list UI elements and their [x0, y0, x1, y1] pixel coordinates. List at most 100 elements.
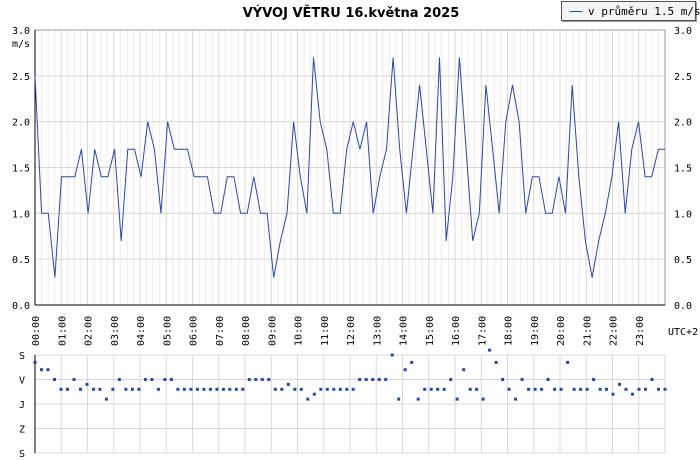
- direction-point: [520, 378, 524, 381]
- direction-point: [53, 378, 56, 381]
- direction-point: [46, 368, 50, 372]
- direction-point: [462, 368, 466, 372]
- direction-point: [631, 392, 634, 396]
- direction-point: [377, 378, 381, 381]
- direction-point: [98, 387, 102, 391]
- direction-point: [475, 387, 479, 391]
- direction-point: [403, 368, 407, 372]
- direction-point: [364, 378, 368, 381]
- direction-point: [189, 387, 193, 391]
- x-axis-timezone-label: UTC+2: [668, 327, 698, 338]
- direction-point: [241, 387, 245, 391]
- direction-point: [566, 360, 570, 364]
- direction-point: [390, 353, 394, 357]
- direction-point: [267, 378, 271, 381]
- direction-point: [208, 387, 212, 391]
- y-tick-label-right: 0.0: [674, 301, 692, 312]
- y-tick-label-left: 0.0: [12, 301, 30, 312]
- y-tick-label-right: 0.5: [674, 255, 692, 266]
- direction-point: [85, 382, 89, 386]
- direction-point: [384, 378, 388, 381]
- legend-line-swatch: [570, 11, 582, 12]
- direction-point: [40, 368, 43, 372]
- x-tick-label: 00:00: [31, 316, 42, 346]
- x-tick-label: 16:00: [451, 316, 462, 346]
- direction-point: [332, 387, 336, 391]
- speed-grid: [34, 29, 666, 306]
- direction-point: [221, 387, 225, 391]
- x-tick-label: 21:00: [582, 316, 593, 346]
- direction-points: [33, 348, 667, 401]
- direction-point: [143, 378, 147, 381]
- direction-point: [657, 387, 660, 391]
- direction-point: [325, 387, 329, 391]
- direction-point: [306, 397, 310, 401]
- direction-point: [92, 387, 95, 391]
- y-tick-label-right: 1.5: [674, 164, 692, 175]
- x-tick-label: 05:00: [162, 316, 173, 346]
- speed-series: [34, 57, 665, 278]
- direction-point: [644, 387, 647, 391]
- x-tick-label: 01:00: [57, 316, 68, 346]
- direction-point: [371, 378, 375, 381]
- direction-point: [72, 378, 76, 381]
- x-tick-label: 06:00: [189, 316, 200, 346]
- direction-point: [319, 387, 323, 391]
- x-tick-label: 13:00: [372, 316, 383, 346]
- y-tick-label-right: 1.0: [674, 209, 692, 220]
- direction-point: [176, 387, 180, 391]
- speed-y-ticks: 0.0 0.0 0.5 0.5 1.0 1.0 1.5 1.5 2.0 2.0 2.5 2.5 3.0 3…: [12, 26, 692, 312]
- legend-label: v průměru 1.5 m/s: [588, 5, 700, 18]
- direction-point: [247, 378, 251, 381]
- direction-point: [299, 387, 303, 391]
- direction-point: [66, 387, 69, 391]
- direction-point: [33, 360, 37, 364]
- x-tick-label: 14:00: [399, 316, 410, 346]
- direction-point: [280, 387, 284, 391]
- direction-point: [79, 387, 82, 391]
- x-tick-label: 23:00: [635, 316, 646, 346]
- direction-point: [156, 387, 160, 391]
- direction-point: [358, 378, 362, 381]
- direction-point: [579, 387, 583, 391]
- x-tick-label: 19:00: [530, 316, 541, 346]
- x-tick-label: 15:00: [425, 316, 436, 346]
- direction-point: [442, 387, 446, 391]
- direction-tick-label: V: [19, 376, 25, 387]
- y-axis-unit-label: m/s: [12, 39, 30, 50]
- direction-point: [494, 360, 498, 364]
- x-tick-label: 12:00: [346, 316, 357, 346]
- x-tick-label: 08:00: [241, 316, 252, 346]
- direction-point: [137, 387, 141, 391]
- x-tick-label: 03:00: [110, 316, 121, 346]
- direction-point: [59, 387, 63, 391]
- direction-point: [481, 397, 485, 401]
- direction-point: [455, 397, 459, 401]
- direction-point: [293, 387, 297, 391]
- direction-point: [169, 378, 173, 381]
- direction-point: [533, 387, 537, 391]
- direction-tick-label: S: [19, 351, 25, 362]
- direction-point: [130, 387, 134, 391]
- y-tick-label-right: 2.0: [674, 118, 692, 129]
- x-tick-label: 04:00: [136, 316, 147, 346]
- direction-grid: [34, 354, 666, 454]
- x-tick-label: 10:00: [294, 316, 305, 346]
- direction-point: [546, 378, 550, 381]
- x-tick-label: 02:00: [84, 316, 95, 346]
- direction-point: [182, 387, 186, 391]
- direction-point: [286, 382, 290, 386]
- direction-point: [338, 387, 342, 391]
- direction-point: [650, 378, 654, 381]
- direction-y-ticks: S V J Z S: [19, 351, 25, 460]
- direction-point: [429, 387, 433, 391]
- direction-point: [111, 387, 115, 391]
- legend: v průměru 1.5 m/s: [561, 1, 700, 21]
- x-tick-label: 09:00: [267, 316, 278, 346]
- direction-point: [202, 387, 206, 391]
- direction-point: [527, 387, 531, 391]
- direction-point: [124, 387, 128, 391]
- direction-point: [436, 387, 440, 391]
- direction-point: [423, 387, 427, 391]
